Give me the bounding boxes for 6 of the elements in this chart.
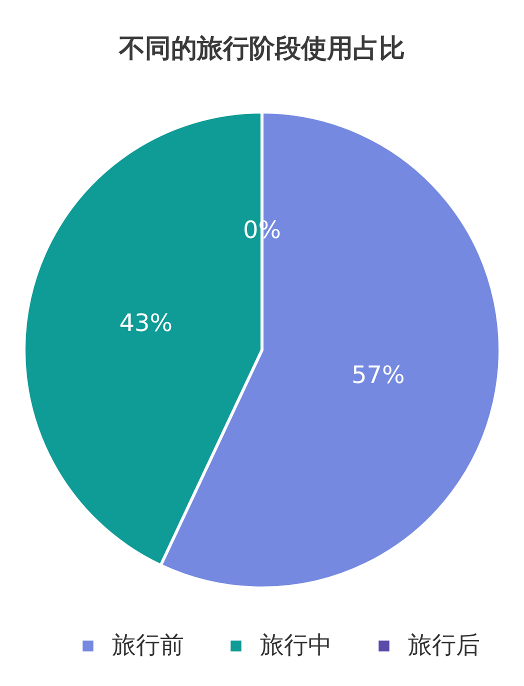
legend-label: 旅行中: [260, 631, 332, 659]
data-label: 43%: [119, 309, 173, 338]
legend-label: 旅行后: [408, 631, 480, 659]
data-label: 57%: [351, 360, 405, 389]
chart-title: 不同的旅行阶段使用占比: [118, 34, 405, 64]
legend-label: 旅行前: [112, 631, 184, 659]
